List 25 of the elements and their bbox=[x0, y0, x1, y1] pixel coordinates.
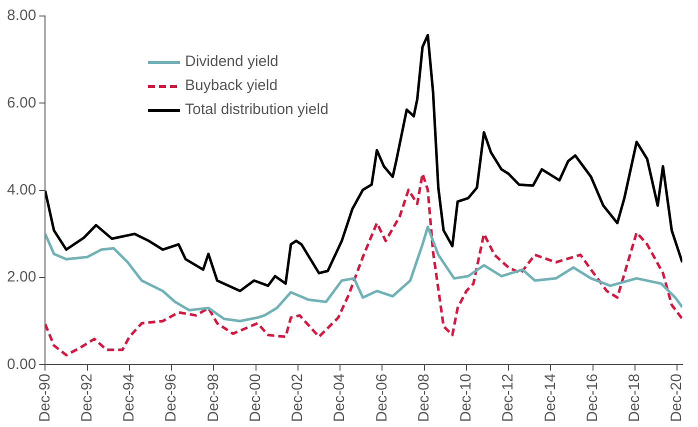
y-tick-label: 0.00 bbox=[6, 356, 36, 373]
x-tick-label: Dec-04 bbox=[331, 374, 348, 422]
x-tick-label: Dec-16 bbox=[584, 374, 601, 422]
x-tick-label: Dec-18 bbox=[626, 374, 644, 422]
x-tick-label: Dec-00 bbox=[246, 374, 264, 422]
y-tick-label: 2.00 bbox=[6, 268, 36, 286]
x-tick-label: Dec-90 bbox=[36, 374, 54, 422]
x-tick-label: Dec-92 bbox=[78, 374, 96, 422]
x-tick-label: Dec-12 bbox=[500, 374, 517, 422]
y-tick-label: 6.00 bbox=[6, 94, 36, 112]
x-tick-label: Dec-08 bbox=[415, 374, 432, 422]
y-tick-label: 8.00 bbox=[6, 7, 36, 24]
legend-label: Dividend yield bbox=[185, 52, 278, 72]
x-tick-label: Dec-06 bbox=[373, 374, 390, 422]
x-tick-label: Dec-96 bbox=[162, 374, 180, 422]
x-tick-label: Dec-14 bbox=[542, 374, 559, 422]
x-tick-label: Dec-98 bbox=[204, 374, 222, 422]
x-tick-label: Dec-10 bbox=[458, 374, 475, 422]
legend-label: Buyback yield bbox=[185, 76, 278, 96]
x-tick-label: Dec-20 bbox=[668, 374, 686, 422]
x-tick-label: Dec-94 bbox=[120, 374, 138, 422]
legend-label: Total distribution yield bbox=[185, 100, 328, 120]
line-series bbox=[45, 172, 682, 356]
y-tick-label: 4.00 bbox=[6, 181, 36, 198]
x-tick-label: Dec-02 bbox=[289, 374, 306, 422]
